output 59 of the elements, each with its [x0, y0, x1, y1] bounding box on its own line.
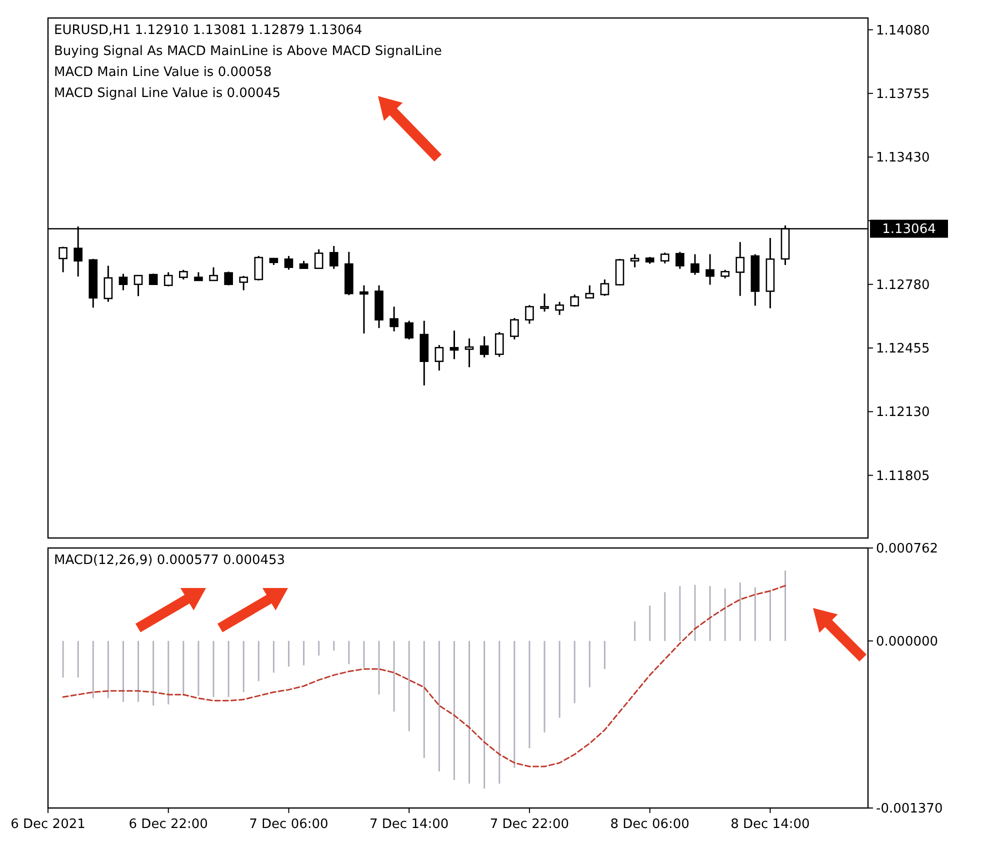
candlestick [314, 248, 324, 270]
line-series [62, 584, 786, 768]
candlestick [690, 253, 700, 276]
candlestick [284, 255, 294, 270]
candlestick [209, 266, 218, 282]
x-tick-label: 8 Dec 14:00 [730, 817, 810, 832]
candlestick [148, 272, 158, 286]
y-tick-label: 1.12130 [876, 405, 930, 420]
y-tick-label: 1.14080 [876, 23, 930, 38]
x-tick-label: 6 Dec 22:00 [128, 817, 208, 832]
candlestick [630, 253, 640, 268]
chart-title: MACD(12,26,9) 0.000577 0.000453 [54, 553, 286, 568]
candlestick [179, 269, 188, 280]
annotation: MACD Signal Line Value is 0.00045 [54, 86, 280, 101]
y-tick-label: 0.000762 [876, 542, 938, 556]
chart-title: EURUSD,H1 1.12910 1.13081 1.12879 1.13064 [54, 23, 362, 38]
candlestick [390, 306, 398, 332]
candlestick [134, 274, 143, 297]
candlestick [525, 304, 534, 324]
x-tick-label: 7 Dec 06:00 [249, 817, 328, 832]
candlestick [464, 338, 474, 368]
y-tick-label: 1.11805 [876, 468, 930, 484]
annotation: Buying Signal As MACD MainLine is Above MACD SignalLine [54, 44, 442, 59]
candlestick [676, 251, 684, 270]
candlestick [660, 252, 670, 264]
candlestick [434, 344, 444, 372]
x-tick-label: 7 Dec 14:00 [370, 817, 449, 832]
candlestick [510, 317, 519, 340]
candlestick [239, 275, 248, 291]
candlestick [450, 330, 459, 360]
candlestick [706, 253, 714, 286]
y-tick-label: 1.13755 [876, 86, 930, 102]
candlestick [494, 331, 504, 358]
candlestick [118, 273, 128, 291]
candlestick [404, 320, 414, 340]
candlestick [480, 336, 489, 358]
candlestick [360, 284, 368, 334]
candlestick [164, 271, 173, 288]
candlestick [585, 284, 594, 299]
candlestick [600, 278, 610, 297]
candlestick [736, 241, 745, 297]
candlestick [570, 294, 580, 308]
y-tick-label: 1.12780 [876, 278, 930, 293]
y-tick-label: 1.13430 [876, 150, 930, 166]
x-tick-label: 7 Dec 22:00 [490, 817, 570, 832]
x-tick-label: 6 Dec 2021 [10, 817, 86, 832]
candlestick [329, 245, 338, 270]
y-tick-label: 0.000000 [876, 634, 938, 650]
y-tick-label: 1.12455 [876, 342, 930, 357]
candlestick [104, 265, 113, 303]
candlestick [254, 255, 264, 282]
candlestick [224, 270, 233, 286]
candlestick [540, 292, 549, 312]
candlestick [555, 301, 564, 316]
candlestick [58, 246, 68, 273]
x-tick-label: 8 Dec 06:00 [610, 817, 690, 832]
annotation: MACD Main Line Value is 0.00058 [54, 65, 272, 80]
y-tick-label: -0.001370 [876, 802, 943, 816]
ref-line-label: 1.13064 [882, 222, 936, 238]
